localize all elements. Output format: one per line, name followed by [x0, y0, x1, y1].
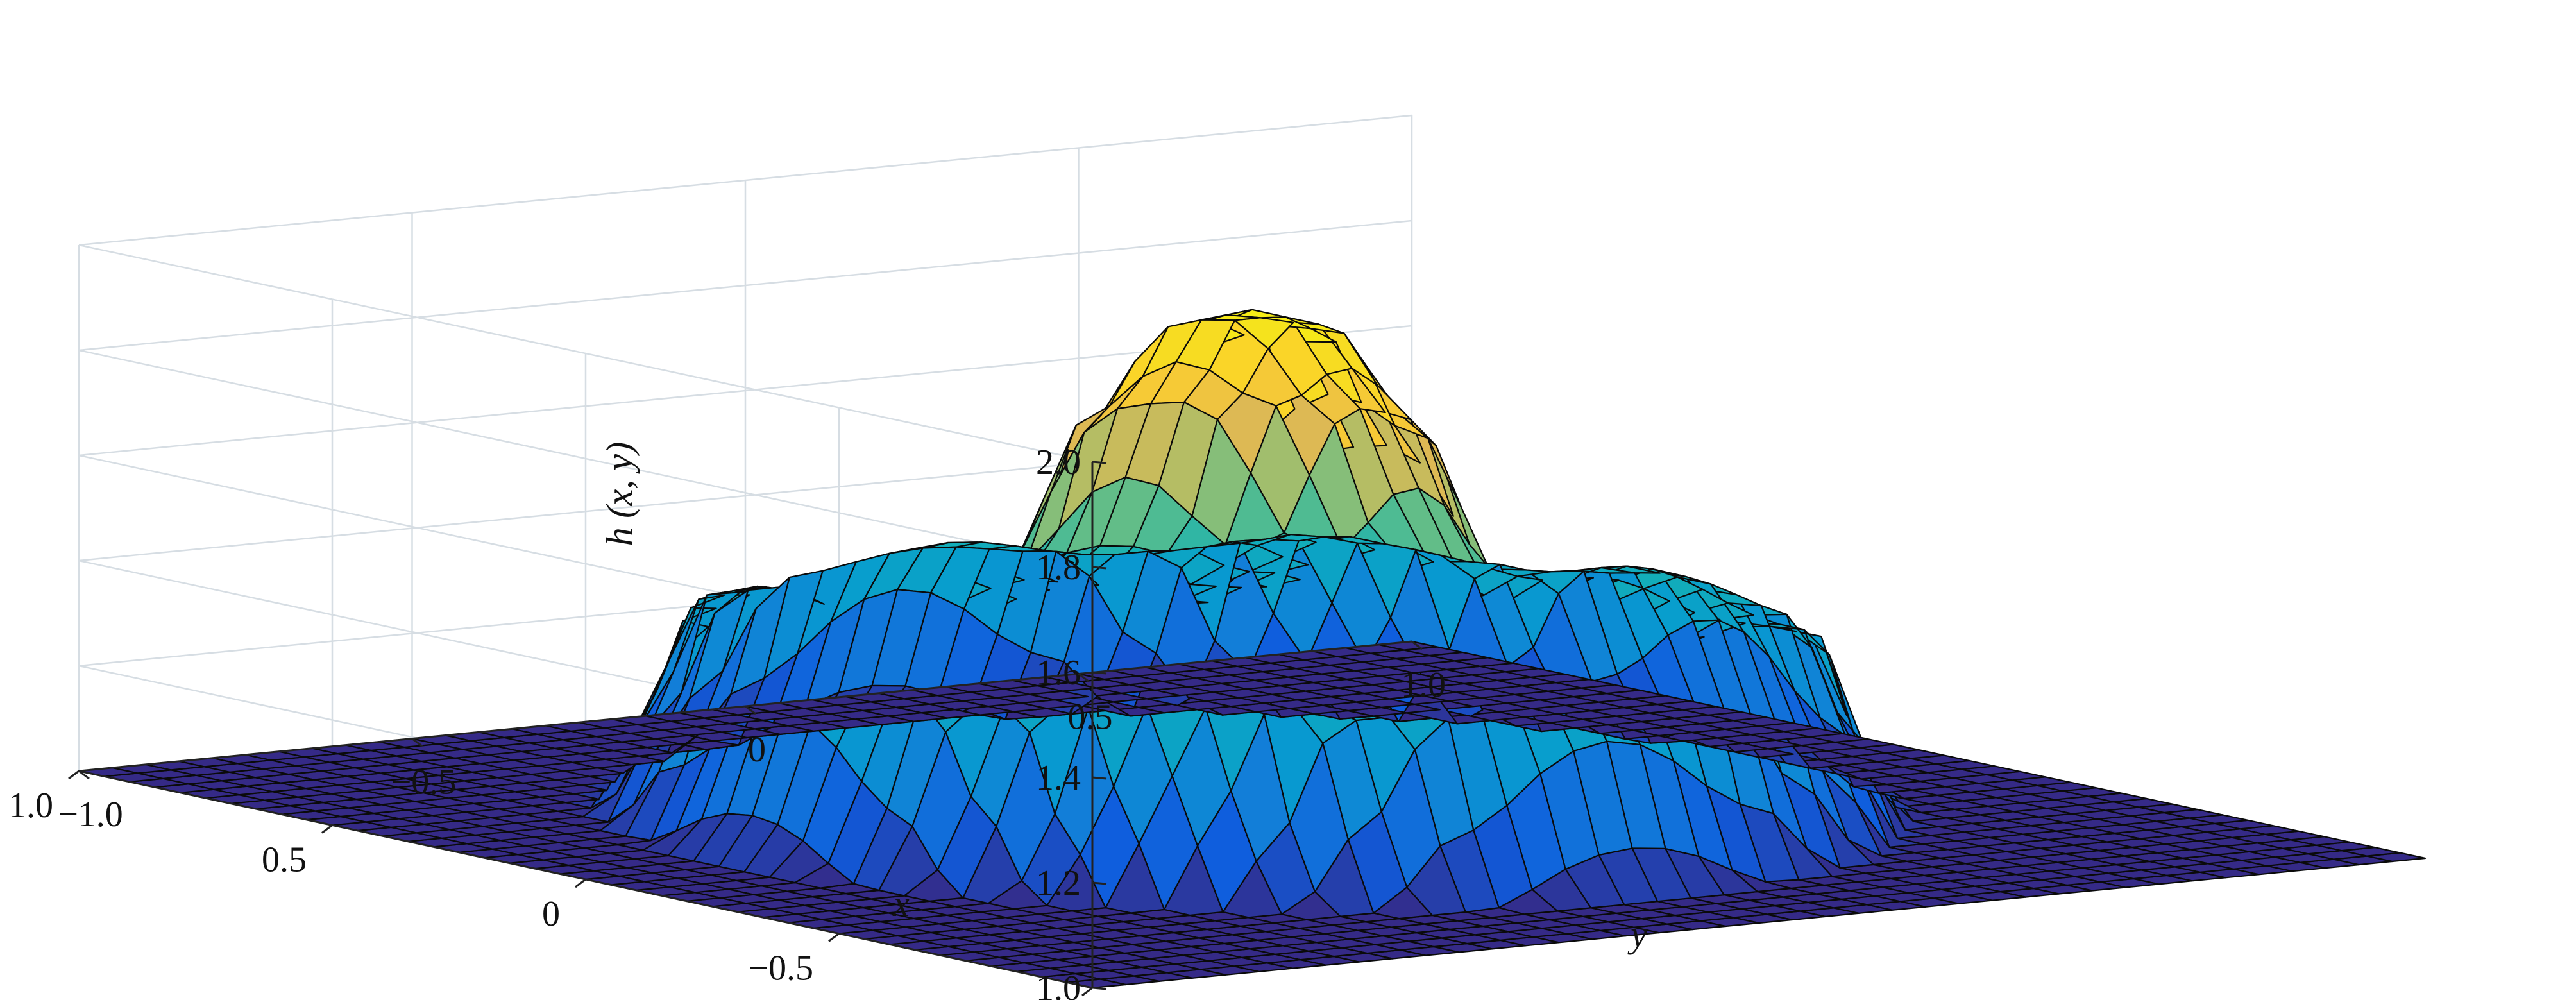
surface-mesh	[78, 309, 2427, 989]
z-tick-label: 1.0	[1036, 969, 1081, 1000]
x-axis-label: x	[892, 883, 910, 924]
y-tick-label: 0	[748, 730, 766, 770]
x-tick-mark	[828, 933, 840, 942]
y-tick-mark	[745, 705, 756, 715]
z-tick-mark	[1092, 881, 1107, 885]
y-tick-label: −0.5	[391, 763, 457, 802]
x-tick-label: 1.0	[8, 786, 53, 826]
y-tick-label: 0.5	[1068, 698, 1113, 738]
z-tick-label: 1.6	[1036, 653, 1081, 693]
z-tick-mark	[1092, 461, 1107, 464]
y-tick-mark	[411, 738, 423, 747]
y-tick-mark	[1078, 673, 1090, 682]
z-tick-mark	[1092, 671, 1107, 675]
z-tick-mark	[1092, 987, 1107, 990]
x-tick-label: 0	[542, 894, 560, 934]
z-tick-label: 2.0	[1036, 443, 1081, 482]
x-tick-mark	[1081, 987, 1093, 997]
y-tick-label: −1.0	[58, 795, 123, 835]
z-tick-label: 1.2	[1036, 863, 1081, 903]
z-tick-label: 1.4	[1036, 758, 1081, 798]
x-tick-mark	[575, 878, 586, 888]
x-tick-label: −0.5	[748, 949, 813, 988]
y-tick-label: 1.0	[1401, 665, 1446, 705]
z-tick-label: 1.8	[1036, 548, 1081, 588]
y-tick-mark	[1411, 640, 1423, 650]
tick-labels: 1.01.21.41.61.82.0−1.0−0.500.51.0−1.0−0.…	[8, 443, 1446, 1000]
z-tick-mark	[1092, 566, 1107, 570]
x-tick-mark	[321, 824, 333, 834]
z-axis-label: h (x, y)	[598, 442, 640, 547]
z-tick-mark	[1092, 776, 1107, 780]
x-tick-label: 0.5	[262, 840, 307, 880]
y-axis-label: y	[1627, 913, 1647, 955]
y-tick-mark	[78, 770, 90, 780]
x-tick-mark	[68, 770, 80, 780]
